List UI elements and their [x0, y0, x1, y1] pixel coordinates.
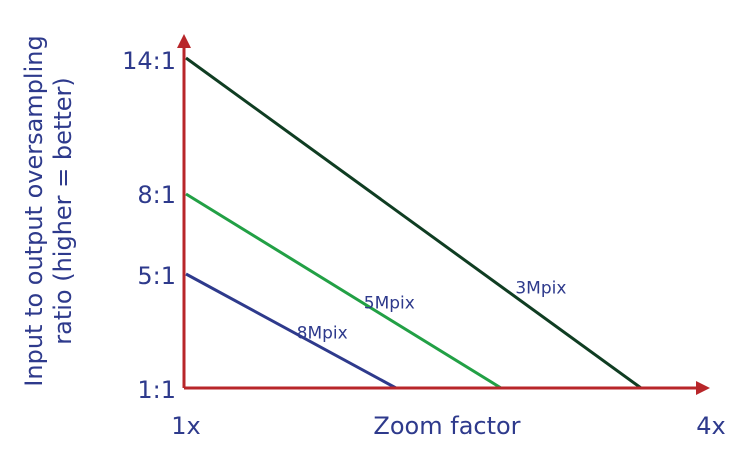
series-label-3mpix: 3Mpix — [515, 278, 566, 298]
y-axis-arrow — [177, 34, 191, 48]
series-label-5mpix: 5Mpix — [364, 293, 415, 313]
x-tick-label-4x: 4x — [696, 412, 725, 440]
y-tick-label-8: 8:1 — [137, 181, 176, 209]
series-line-3mpix — [185, 56, 642, 390]
y-axis-label-line-1: Input to output oversampling — [20, 35, 48, 386]
y-tick-label-5: 5:1 — [137, 262, 176, 290]
y-tick-label-14: 14:1 — [122, 47, 176, 75]
y-tick-label-1: 1:1 — [137, 376, 176, 404]
series-label-8mpix: 8Mpix — [297, 324, 348, 344]
x-axis-label: Zoom factor — [373, 412, 520, 440]
series-layer: 3Mpix 5Mpix 8Mpix — [185, 56, 642, 390]
x-tick-label-1x: 1x — [171, 412, 200, 440]
series-line-5mpix — [185, 192, 502, 390]
y-axis-label-line-2: ratio (higher = better) — [49, 77, 77, 344]
series-line-8mpix — [185, 272, 397, 390]
x-axis-arrow — [696, 381, 710, 395]
